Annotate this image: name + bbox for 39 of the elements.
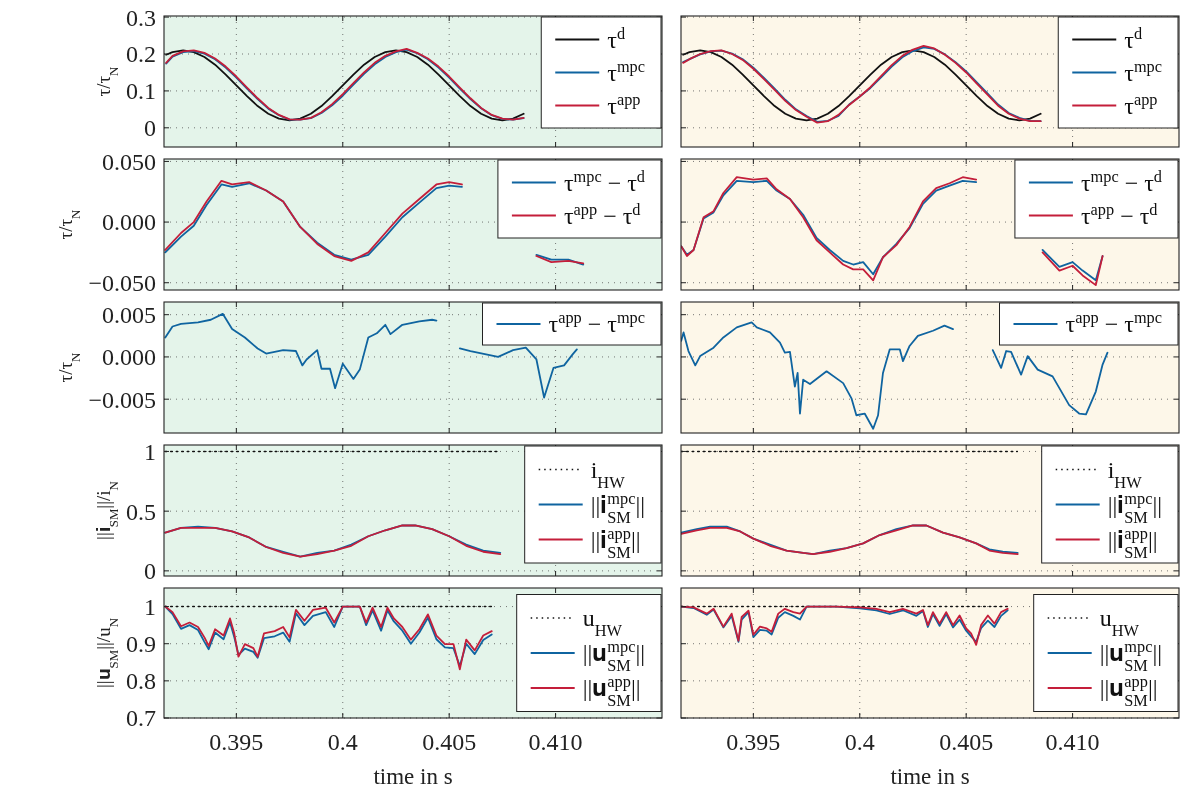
x-axis-title: time in s xyxy=(890,764,970,789)
legend-label: τ$^{app}$ − τ$^{mpc}$ xyxy=(548,307,645,338)
y-tick-label: 0.005 xyxy=(102,302,156,329)
y-tick-label: 0.8 xyxy=(126,668,156,695)
legend-label: τ$^{d}$ xyxy=(607,23,626,53)
x-tick-label: 0.405 xyxy=(939,729,994,755)
x-tick-label: 0.395 xyxy=(209,729,264,755)
y-tick-label: 0.9 xyxy=(126,631,156,658)
y-tick-label: 0.2 xyxy=(126,41,156,68)
y-tick-label: 0 xyxy=(144,115,156,142)
legend-label: τ$^{app}$ xyxy=(607,89,641,119)
legend-label: τ$^{app}$ − τ$^{d}$ xyxy=(1080,199,1158,229)
x-tick-label: 0.4 xyxy=(844,729,875,755)
legend-label: τ$^{app}$ − τ$^{d}$ xyxy=(563,199,641,229)
y-tick-label: 0.1 xyxy=(126,78,156,105)
y-tick-label: 0.000 xyxy=(102,209,156,236)
legend-label: τ$^{mpc}$ xyxy=(607,56,645,86)
legend-label: τ$^{app}$ xyxy=(1124,89,1158,119)
legend-label: τ$^{app}$ − τ$^{mpc}$ xyxy=(1065,307,1162,338)
y-tick-label: 0.050 xyxy=(102,148,156,175)
legend-label: τ$^{mpc}$ − τ$^{d}$ xyxy=(563,166,645,196)
legend-label: τ$^{d}$ xyxy=(1124,23,1143,53)
y-tick-label: 0.5 xyxy=(126,498,156,525)
legend-label: τ$^{mpc}$ xyxy=(1124,56,1162,86)
y-tick-label: 0.000 xyxy=(102,344,156,371)
x-tick-label: 0.4 xyxy=(327,729,358,755)
x-tick-label: 0.405 xyxy=(422,729,477,755)
y-tick-label: 0.7 xyxy=(126,705,156,732)
y-tick-label: −0.005 xyxy=(88,386,156,413)
x-tick-label: 0.395 xyxy=(726,729,781,755)
y-tick-label: −0.050 xyxy=(88,270,156,297)
x-axis-title: time in s xyxy=(373,764,453,789)
x-tick-label: 0.410 xyxy=(528,729,583,755)
y-tick-label: 0 xyxy=(144,558,156,585)
legend-label: τ$^{mpc}$ − τ$^{d}$ xyxy=(1080,166,1162,196)
y-tick-label: 1 xyxy=(144,438,156,465)
y-tick-label: 0.3 xyxy=(126,4,156,31)
y-tick-label: 1 xyxy=(144,593,156,620)
x-tick-label: 0.410 xyxy=(1045,729,1100,755)
